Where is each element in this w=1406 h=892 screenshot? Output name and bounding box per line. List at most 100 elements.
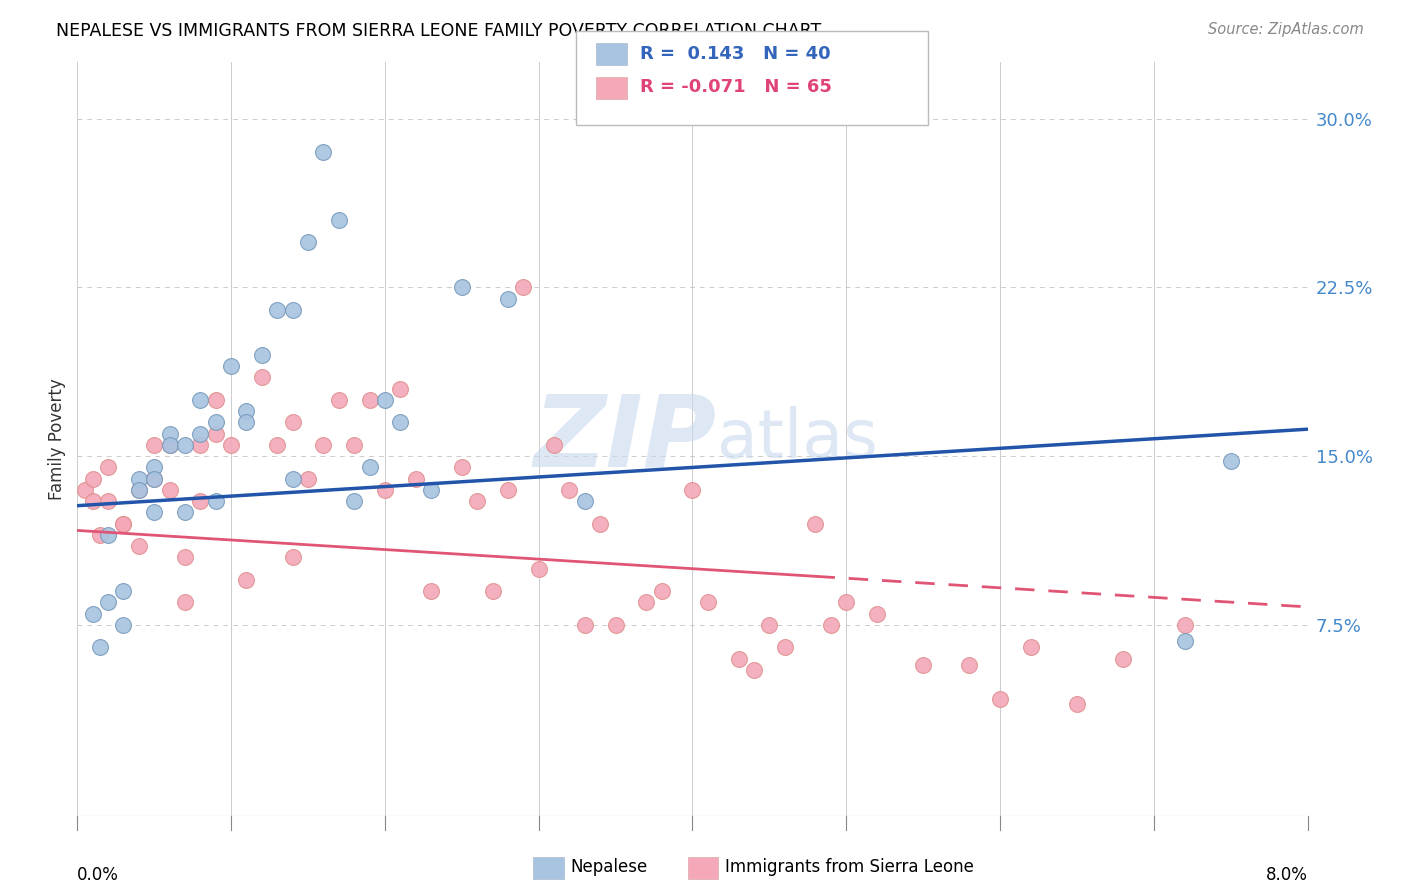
Point — [219, 438, 242, 452]
Point — [235, 416, 257, 430]
Point — [450, 280, 472, 294]
Point — [281, 472, 304, 486]
Point — [190, 392, 212, 407]
Point — [190, 426, 212, 441]
Point — [159, 438, 181, 452]
Point — [543, 438, 565, 452]
Point — [1112, 651, 1135, 665]
Point — [496, 483, 519, 497]
Point — [512, 280, 534, 294]
Point — [97, 460, 120, 475]
Point — [312, 438, 335, 452]
Point — [835, 595, 858, 609]
Point — [82, 607, 104, 621]
Point — [866, 607, 889, 621]
Point — [219, 359, 242, 374]
Point — [159, 426, 181, 441]
Text: Nepalese: Nepalese — [571, 858, 648, 876]
Point — [1174, 633, 1197, 648]
Point — [174, 595, 197, 609]
Point — [128, 539, 150, 553]
Point — [190, 438, 212, 452]
Point — [420, 584, 443, 599]
Point — [574, 618, 596, 632]
Point — [235, 573, 257, 587]
Point — [128, 483, 150, 497]
Point — [204, 426, 226, 441]
Point — [297, 472, 319, 486]
Point — [374, 483, 396, 497]
Point — [574, 494, 596, 508]
Text: NEPALESE VS IMMIGRANTS FROM SIERRA LEONE FAMILY POVERTY CORRELATION CHART: NEPALESE VS IMMIGRANTS FROM SIERRA LEONE… — [56, 22, 821, 40]
Point — [266, 302, 288, 317]
Point — [1174, 618, 1197, 632]
Point — [389, 382, 412, 396]
Point — [312, 145, 335, 160]
Point — [281, 550, 304, 565]
Point — [651, 100, 673, 114]
Text: R = -0.071   N = 65: R = -0.071 N = 65 — [640, 78, 831, 96]
Point — [1219, 453, 1241, 467]
Point — [558, 483, 581, 497]
Point — [912, 658, 935, 673]
Point — [97, 595, 120, 609]
Point — [143, 438, 166, 452]
Point — [1066, 697, 1088, 711]
Point — [297, 235, 319, 250]
Point — [758, 618, 780, 632]
Y-axis label: Family Poverty: Family Poverty — [48, 378, 66, 500]
Point — [190, 494, 212, 508]
Point — [128, 483, 150, 497]
Point — [481, 584, 503, 599]
Point — [97, 494, 120, 508]
Point — [343, 494, 366, 508]
Point — [112, 618, 135, 632]
Text: Immigrants from Sierra Leone: Immigrants from Sierra Leone — [725, 858, 974, 876]
Point — [804, 516, 827, 531]
Point — [97, 528, 120, 542]
Point — [73, 483, 96, 497]
Point — [159, 438, 181, 452]
Point — [89, 640, 111, 655]
Point — [773, 640, 796, 655]
Point — [143, 505, 166, 519]
Point — [82, 494, 104, 508]
Point — [374, 392, 396, 407]
Point — [174, 550, 197, 565]
Point — [128, 472, 150, 486]
Point — [450, 460, 472, 475]
Point — [174, 505, 197, 519]
Point — [682, 483, 704, 497]
Point — [496, 292, 519, 306]
Text: atlas: atlas — [717, 407, 877, 472]
Point — [250, 348, 273, 362]
Text: 0.0%: 0.0% — [77, 865, 120, 884]
Point — [359, 460, 381, 475]
Point — [359, 392, 381, 407]
Point — [465, 494, 488, 508]
Point — [204, 494, 226, 508]
Point — [820, 618, 842, 632]
Point — [281, 302, 304, 317]
Point — [266, 438, 288, 452]
Point — [250, 370, 273, 384]
Point — [589, 516, 612, 531]
Point — [143, 472, 166, 486]
Point — [328, 213, 350, 227]
Point — [82, 472, 104, 486]
Text: R =  0.143   N = 40: R = 0.143 N = 40 — [640, 45, 831, 62]
Point — [405, 472, 427, 486]
Point — [174, 438, 197, 452]
Point — [112, 516, 135, 531]
Point — [651, 584, 673, 599]
Point — [988, 692, 1011, 706]
Point — [696, 595, 718, 609]
Point — [1019, 640, 1042, 655]
Point — [727, 651, 749, 665]
Point — [112, 516, 135, 531]
Point — [957, 658, 980, 673]
Point — [204, 392, 226, 407]
Point — [235, 404, 257, 418]
Point — [112, 584, 135, 599]
Point — [89, 528, 111, 542]
